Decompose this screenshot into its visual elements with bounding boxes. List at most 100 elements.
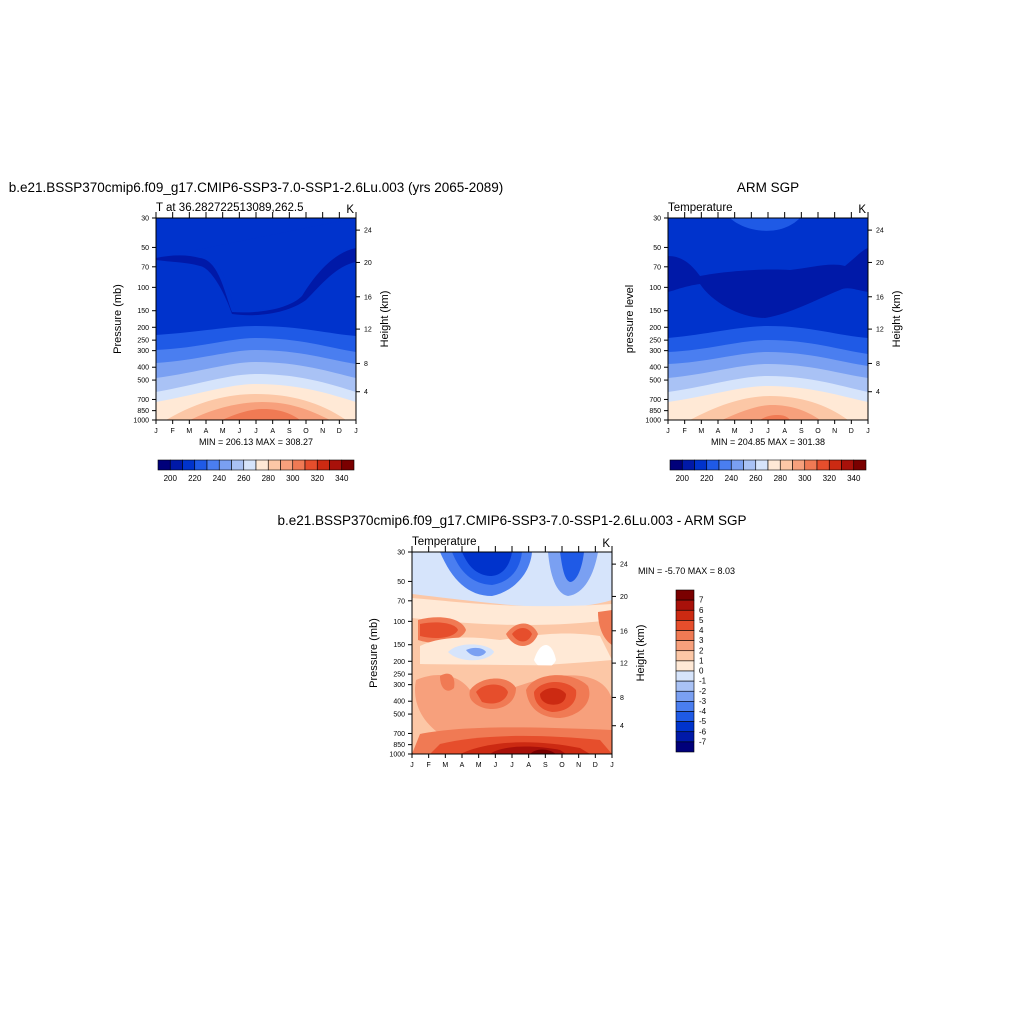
x-tick-label: J xyxy=(154,428,158,435)
y-tick-label: 850 xyxy=(649,408,661,415)
x-tick-label: J xyxy=(766,428,770,435)
colorbar-label: 260 xyxy=(237,474,251,483)
colorbar-label: 220 xyxy=(700,474,714,483)
colorbar-swatch xyxy=(675,711,695,722)
y-tick-label: 300 xyxy=(649,348,661,355)
y-tick-label: 50 xyxy=(653,245,661,252)
panel-diff-unit: K xyxy=(602,538,610,550)
x-tick-label: N xyxy=(576,762,581,769)
x-tick-label: M xyxy=(698,428,704,435)
colorbar-swatch xyxy=(675,721,695,733)
y-tick-label: 300 xyxy=(393,682,405,689)
panel-diff-minmax: MIN = -5.70 MAX = 8.03 xyxy=(638,566,735,576)
y-tick-label: 250 xyxy=(137,338,149,345)
panel-model-axes: J F M A M J J A S O N D J 30 50 70 100 150 200 250 300 400 500… xyxy=(133,212,372,435)
colorbar-swatch xyxy=(792,459,806,471)
y-tick-label: 200 xyxy=(649,325,661,332)
colorbar-swatch xyxy=(267,459,281,471)
colorbar-swatch xyxy=(816,459,830,471)
colorbar-swatch xyxy=(675,660,695,672)
colorbar-swatch xyxy=(169,459,183,471)
colorbar-swatch xyxy=(206,459,220,471)
colorbar-label: 6 xyxy=(699,606,704,615)
colorbar-label: 0 xyxy=(699,667,704,676)
colorbar-swatch xyxy=(675,630,695,641)
panel-model-ylabel: Pressure (mb) xyxy=(112,284,124,354)
colorbar-swatch xyxy=(280,459,294,471)
x-tick-label: O xyxy=(559,762,565,769)
y-tick-label: 1000 xyxy=(389,752,405,759)
x-tick-label: A xyxy=(460,762,465,769)
x-tick-label: A xyxy=(204,428,209,435)
panel-diff-ylabel-right: Height (km) xyxy=(635,625,647,682)
colorbar-swatch xyxy=(316,459,330,471)
y-tick-right-label: 4 xyxy=(876,389,880,396)
colorbar-swatch xyxy=(675,650,695,662)
colorbar-label: 320 xyxy=(823,474,837,483)
colorbar-label: 280 xyxy=(262,474,276,483)
y-tick-label: 700 xyxy=(649,397,661,404)
colorbar-swatch xyxy=(743,459,757,471)
colorbar-swatch xyxy=(157,459,171,471)
panel-obs-subtitle-left: Temperature xyxy=(668,202,733,214)
panel-model-ylabel-right: Height (km) xyxy=(379,291,391,348)
y-tick-right-label: 20 xyxy=(364,260,372,267)
panel-obs-ylabel: pressure level xyxy=(624,285,636,353)
y-tick-label: 1000 xyxy=(645,418,661,425)
x-tick-label: F xyxy=(171,428,175,435)
colorbar-label: 3 xyxy=(699,636,704,645)
y-tick-label: 30 xyxy=(141,216,149,223)
colorbar-swatch xyxy=(675,680,695,692)
y-tick-label: 500 xyxy=(137,378,149,385)
x-tick-label: A xyxy=(716,428,721,435)
y-tick-right-label: 20 xyxy=(620,594,628,601)
y-tick-right-label: 24 xyxy=(620,562,628,569)
x-tick-label: S xyxy=(799,428,804,435)
panel-obs-colorbar: 200 220 240 260 280 300 320 340 xyxy=(669,459,867,483)
colorbar-swatch xyxy=(675,731,695,743)
y-tick-right-label: 8 xyxy=(364,361,368,368)
colorbar-label: 220 xyxy=(188,474,202,483)
x-tick-label: D xyxy=(849,428,854,435)
y-tick-label: 150 xyxy=(649,308,661,315)
y-tick-label: 850 xyxy=(393,742,405,749)
colorbar-swatch xyxy=(341,459,355,471)
panel-model-title: b.e21.BSSP370cmip6.f09_g17.CMIP6-SSP3-7.… xyxy=(9,180,504,195)
panel-model-colorbar: 200 220 240 260 280 300 320 340 xyxy=(157,459,355,483)
colorbar-label: -5 xyxy=(699,717,707,726)
x-tick-label: J xyxy=(610,762,614,769)
x-tick-label: A xyxy=(270,428,275,435)
x-tick-label: M xyxy=(442,762,448,769)
y-tick-label: 100 xyxy=(393,619,405,626)
colorbar-label: 200 xyxy=(676,474,690,483)
colorbar-swatch xyxy=(675,640,695,652)
y-tick-label: 200 xyxy=(137,325,149,332)
panel-diff-title: b.e21.BSSP370cmip6.f09_g17.CMIP6-SSP3-7.… xyxy=(277,513,746,528)
colorbar-swatch xyxy=(706,459,720,471)
x-tick-label: M xyxy=(220,428,226,435)
y-tick-label: 500 xyxy=(649,378,661,385)
y-tick-right-label: 24 xyxy=(364,228,372,235)
colorbar-label: -1 xyxy=(699,677,707,686)
colorbar-label: 320 xyxy=(311,474,325,483)
colorbar-swatch xyxy=(841,459,855,471)
colorbar-swatch xyxy=(681,459,695,471)
panel-diff: b.e21.BSSP370cmip6.f09_g17.CMIP6-SSP3-7.… xyxy=(277,513,746,769)
x-tick-label: F xyxy=(683,428,687,435)
colorbar-swatch xyxy=(292,459,306,471)
y-tick-label: 30 xyxy=(653,216,661,223)
panel-model-field xyxy=(156,218,356,420)
x-tick-label: M xyxy=(476,762,482,769)
y-tick-label: 1000 xyxy=(133,418,149,425)
colorbar-swatch xyxy=(243,459,257,471)
colorbar-swatch xyxy=(694,459,708,471)
panel-diff-field xyxy=(412,552,612,754)
y-tick-label: 700 xyxy=(393,731,405,738)
x-tick-label: M xyxy=(732,428,738,435)
y-tick-label: 500 xyxy=(393,712,405,719)
y-tick-label: 150 xyxy=(137,308,149,315)
y-tick-right-label: 4 xyxy=(620,723,624,730)
colorbar-label: -2 xyxy=(699,687,707,696)
colorbar-swatch xyxy=(828,459,842,471)
